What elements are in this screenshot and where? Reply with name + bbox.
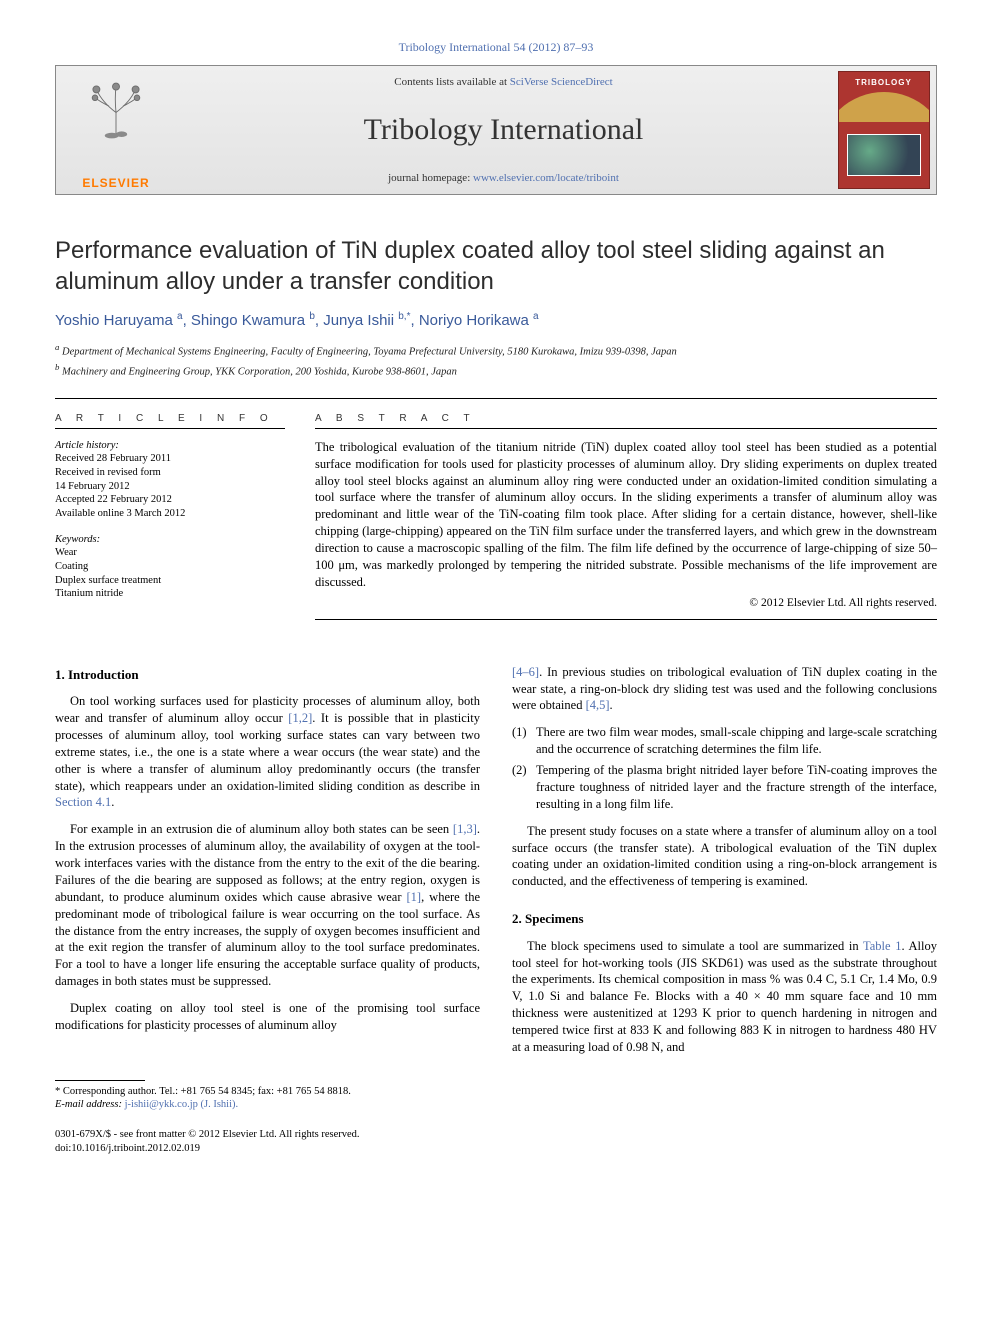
history-line: Available online 3 March 2012 [55, 507, 285, 521]
history-line: Accepted 22 February 2012 [55, 493, 285, 507]
footnote-rule [55, 1080, 145, 1081]
paragraph: Duplex coating on alloy tool steel is on… [55, 1000, 480, 1034]
paragraph-continuation: [4–6]. In previous studies on tribologic… [512, 664, 937, 715]
keyword: Duplex surface treatment [55, 574, 285, 588]
sciencedirect-link[interactable]: SciVerse ScienceDirect [510, 76, 613, 88]
footnote-corresponding: * Corresponding author. Tel.: +81 765 54… [55, 1085, 480, 1099]
paragraph: On tool working surfaces used for plasti… [55, 693, 480, 811]
history-line: 14 February 2012 [55, 480, 285, 494]
abstract-rule-bottom [315, 619, 937, 620]
abstract-heading: A B S T R A C T [315, 413, 937, 424]
history-label: Article history: [55, 439, 285, 453]
footnote-email: E-mail address: j-ishii@ykk.co.jp (J. Is… [55, 1098, 480, 1112]
list-item: (2)Tempering of the plasma bright nitrid… [512, 762, 937, 813]
homepage-line: journal homepage: www.elsevier.com/locat… [196, 172, 811, 184]
info-rule [55, 428, 285, 429]
article-info-heading: A R T I C L E I N F O [55, 413, 285, 424]
article-title: Performance evaluation of TiN duplex coa… [55, 235, 937, 297]
column-left: 1. Introduction On tool working surfaces… [55, 664, 480, 1156]
abstract-copyright: © 2012 Elsevier Ltd. All rights reserved… [315, 597, 937, 609]
affiliation-b: b Machinery and Engineering Group, YKK C… [55, 361, 937, 380]
header-center: Contents lists available at SciVerse Sci… [176, 66, 831, 194]
history-line: Received in revised form [55, 466, 285, 480]
article-info: A R T I C L E I N F O Article history: R… [55, 413, 285, 630]
keyword: Coating [55, 560, 285, 574]
paragraph: The present study focuses on a state whe… [512, 823, 937, 891]
email-link[interactable]: j-ishii@ykk.co.jp (J. Ishii). [125, 1099, 239, 1110]
citation-line: Tribology International 54 (2012) 87–93 [55, 40, 937, 55]
citation-link[interactable]: Tribology International 54 (2012) 87–93 [399, 40, 594, 54]
abstract-text: The tribological evaluation of the titan… [315, 439, 937, 591]
rule-top [55, 398, 937, 399]
affiliation-a: a Department of Mechanical Systems Engin… [55, 341, 937, 360]
publisher-block: ELSEVIER [56, 66, 176, 194]
keywords-label: Keywords: [55, 533, 285, 547]
elsevier-tree-icon [81, 74, 151, 144]
numbered-list: (1)There are two film wear modes, small-… [512, 724, 937, 812]
footer-doi: doi:10.1016/j.triboint.2012.02.019 [55, 1142, 480, 1156]
homepage-text: journal homepage: [388, 172, 473, 184]
abstract-block: A B S T R A C T The tribological evaluat… [315, 413, 937, 630]
homepage-link[interactable]: www.elsevier.com/locate/triboint [473, 172, 619, 184]
journal-title: Tribology International [196, 113, 811, 147]
email-label: E-mail address: [55, 1099, 125, 1110]
journal-cover-icon: TRIBOLOGY [838, 71, 930, 189]
page-footer: 0301-679X/$ - see front matter © 2012 El… [55, 1128, 480, 1155]
list-item: (1)There are two film wear modes, small-… [512, 724, 937, 758]
paragraph: The block specimens used to simulate a t… [512, 938, 937, 1056]
section-1-title: 1. Introduction [55, 666, 480, 684]
history-line: Received 28 February 2011 [55, 452, 285, 466]
body-columns: 1. Introduction On tool working surfaces… [55, 664, 937, 1156]
elsevier-label: ELSEVIER [64, 176, 168, 190]
column-right: [4–6]. In previous studies on tribologic… [512, 664, 937, 1156]
contents-text: Contents lists available at [394, 76, 509, 88]
contents-available-line: Contents lists available at SciVerse Sci… [196, 76, 811, 88]
affiliations: a Department of Mechanical Systems Engin… [55, 341, 937, 379]
section-2-title: 2. Specimens [512, 910, 937, 928]
keyword: Titanium nitride [55, 587, 285, 601]
abstract-rule [315, 428, 937, 429]
cover-title: TRIBOLOGY [839, 72, 929, 87]
cover-image-icon [847, 134, 921, 176]
keyword: Wear [55, 546, 285, 560]
footer-line-1: 0301-679X/$ - see front matter © 2012 El… [55, 1128, 480, 1142]
journal-cover-container: TRIBOLOGY [831, 66, 936, 194]
journal-header-box: ELSEVIER Contents lists available at Sci… [55, 65, 937, 195]
authors-line: Yoshio Haruyama a, Shingo Kwamura b, Jun… [55, 311, 937, 329]
cover-wave-icon [839, 92, 929, 122]
meta-row: A R T I C L E I N F O Article history: R… [55, 413, 937, 630]
paragraph: For example in an extrusion die of alumi… [55, 821, 480, 990]
